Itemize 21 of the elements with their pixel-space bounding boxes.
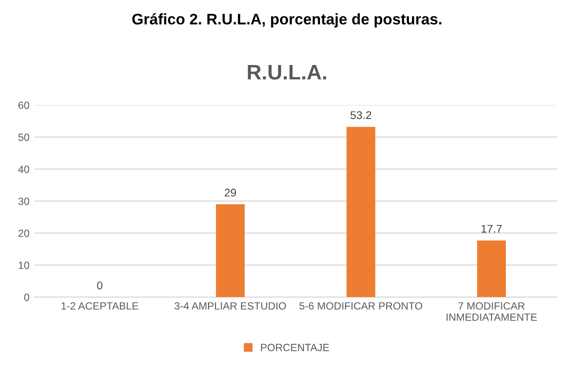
bar: [346, 126, 376, 298]
x-tick-label: 7 MODIFICAR INMEDIATAMENTE: [446, 302, 537, 321]
y-tick-label: 20: [18, 230, 30, 237]
bar: [477, 240, 506, 298]
data-label: 17.7: [482, 224, 502, 233]
legend-label: PORCENTAJE: [261, 344, 329, 352]
y-tick-label: 10: [18, 262, 30, 269]
x-tick-label: 1-2 ACEPTABLE: [62, 302, 138, 310]
y-tick-label: 30: [18, 198, 30, 205]
y-tick-label: 60: [18, 102, 30, 109]
data-label: 53.2: [350, 111, 372, 120]
data-label: 29: [224, 188, 236, 197]
chart-subtitle: R.U.L.A.: [248, 65, 326, 80]
y-tick-label: 50: [18, 134, 30, 141]
data-label: 0: [97, 281, 102, 290]
chart-title: Gráfico 2. R.U.L.A, porcentaje de posturas.: [132, 13, 442, 28]
x-tick-label: 5-6 MODIFICAR PRONTO: [299, 302, 422, 310]
y-tick-label: 40: [18, 166, 30, 173]
x-tick-label: 3-4 AMPLIAR ESTUDIO: [174, 302, 286, 310]
bar: [216, 204, 245, 298]
y-tick-label: 0: [24, 294, 30, 301]
